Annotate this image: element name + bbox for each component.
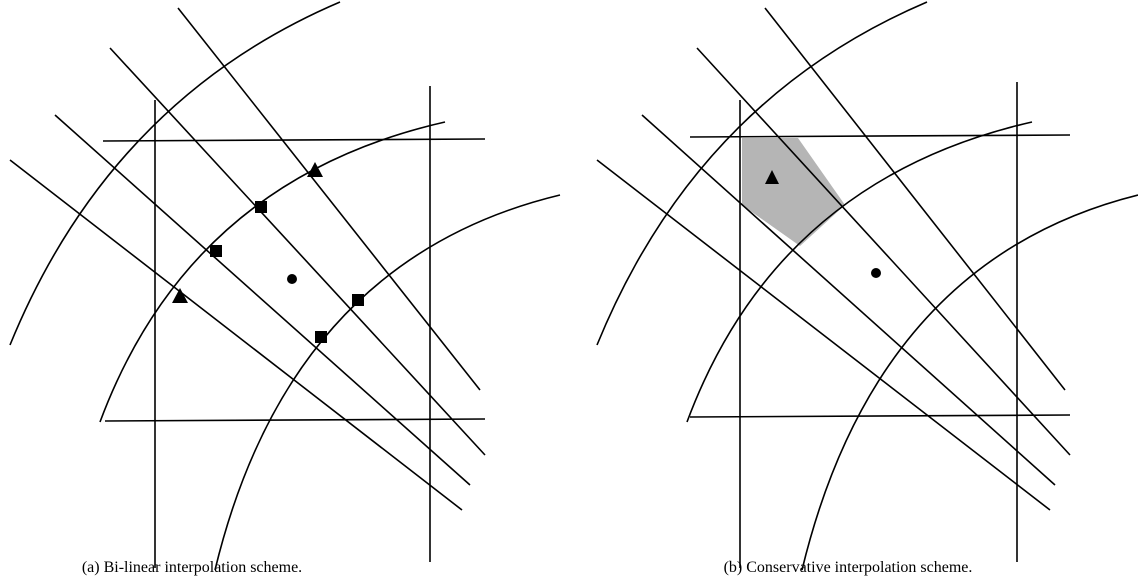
square-point bbox=[255, 201, 267, 213]
triangle-point bbox=[172, 288, 188, 303]
caption: (b) Conservative interpolation scheme. bbox=[724, 559, 973, 576]
triangle-point bbox=[765, 170, 779, 184]
source-arc bbox=[686, 121, 1033, 423]
grid-line bbox=[689, 414, 1071, 418]
target-point bbox=[871, 268, 881, 278]
caption: (a) Bi-linear interpolation scheme. bbox=[82, 559, 302, 576]
source-line bbox=[696, 47, 1071, 456]
source-arc bbox=[596, 1, 928, 346]
grid-line bbox=[104, 418, 486, 422]
source-line bbox=[9, 159, 463, 511]
square-point bbox=[352, 294, 364, 306]
source-line bbox=[54, 114, 471, 486]
square-point bbox=[315, 331, 327, 343]
source-line bbox=[596, 159, 1051, 511]
square-point bbox=[210, 245, 222, 257]
overlap-area bbox=[742, 138, 845, 246]
source-arc bbox=[99, 121, 446, 423]
source-line bbox=[177, 7, 481, 391]
triangle-point bbox=[307, 162, 323, 177]
target-point bbox=[287, 274, 297, 284]
source-line bbox=[764, 7, 1066, 391]
source-arc bbox=[214, 194, 561, 571]
source-line bbox=[641, 114, 1056, 486]
source-line bbox=[109, 47, 486, 456]
grid-line bbox=[689, 134, 1071, 138]
grid-line bbox=[102, 138, 486, 142]
source-arc bbox=[9, 1, 341, 346]
panel-a: (a) Bi-linear interpolation scheme. bbox=[9, 1, 561, 576]
source-arc bbox=[801, 194, 1138, 571]
panel-b: (b) Conservative interpolation scheme. bbox=[596, 1, 1138, 576]
